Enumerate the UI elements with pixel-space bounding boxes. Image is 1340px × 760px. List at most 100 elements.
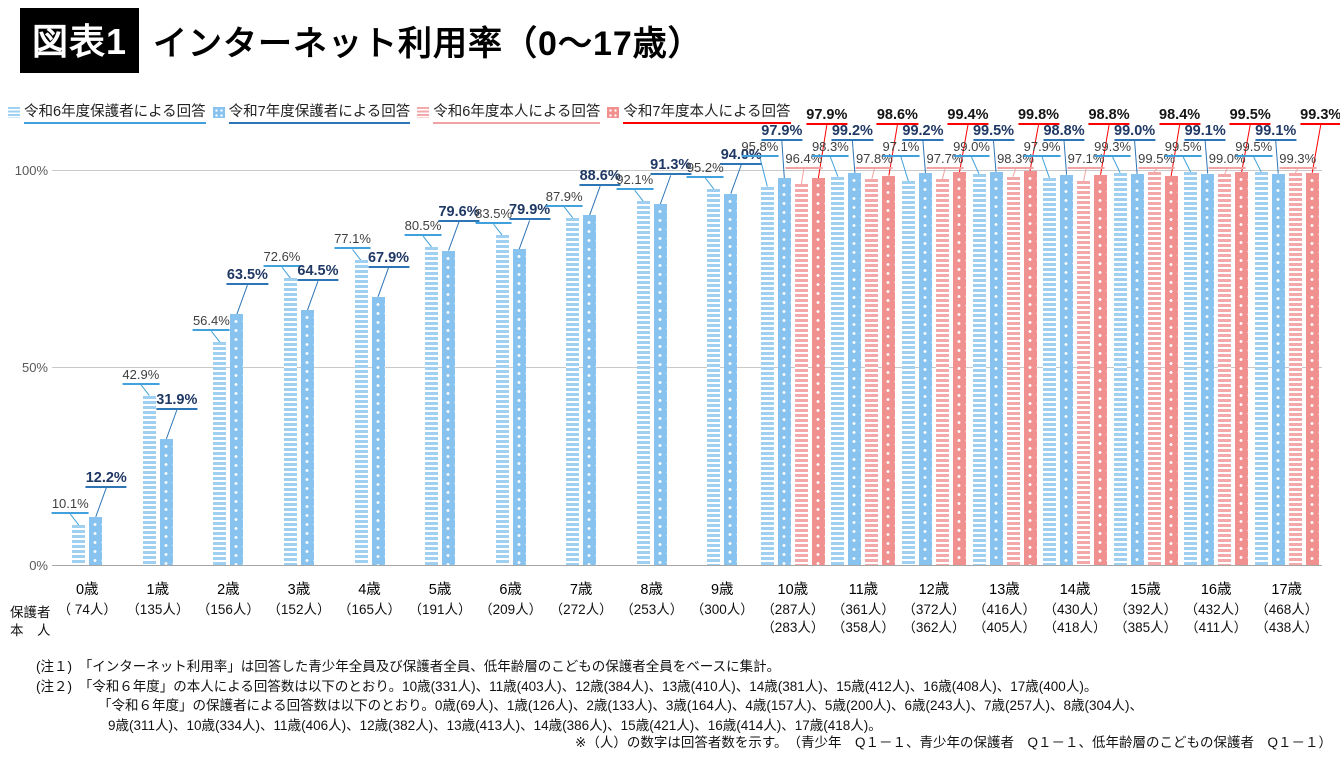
value-label: 97.9% (806, 107, 848, 125)
value-label: 99.3% (1300, 107, 1340, 125)
bar (1077, 181, 1091, 565)
count-self: （438人） (1255, 620, 1319, 635)
bar (777, 178, 791, 565)
age-label: 16歳 (1200, 582, 1232, 598)
count-self: （358人） (831, 620, 895, 635)
dots-swatch-icon (212, 106, 225, 118)
source-note: ※（人）の数字は回答者数を示す。 （青少年 Q１－１、青少年の保護者 Q１－１、… (575, 735, 1332, 750)
age-label: 7歳 (569, 582, 593, 598)
bar (1147, 171, 1161, 565)
bar (159, 439, 173, 565)
bar (760, 186, 774, 565)
value-label: 63.5% (226, 267, 268, 286)
count-self: （362人） (902, 620, 966, 635)
age-label: 1歳 (146, 582, 170, 598)
legend-item-r6-self: 令和6年度本人による回答 (417, 100, 601, 124)
count-guardian: （253人） (620, 602, 684, 617)
bar (811, 178, 825, 565)
age-label: 0歳 (75, 582, 99, 598)
count-guardian: （300人） (690, 602, 754, 617)
value-label: 31.9% (156, 391, 198, 410)
value-label: 79.9% (509, 202, 551, 221)
age-label: 6歳 (499, 582, 522, 598)
bar (230, 314, 244, 565)
value-label: 99.8% (1017, 107, 1060, 125)
stripes-swatch-icon (417, 106, 430, 118)
value-label: 64.5% (297, 263, 339, 282)
bar (865, 178, 879, 565)
bar (495, 235, 509, 565)
note-2: (注２) 「令和６年度」の本人による回答数は以下のとおり。10歳(331人)、1… (36, 678, 1098, 694)
bar (653, 204, 667, 565)
value-label: 98.8% (1088, 107, 1130, 125)
bar (989, 171, 1003, 565)
value-label: 99.4% (947, 107, 989, 125)
bar (442, 250, 456, 565)
age-label: 13歳 (989, 582, 1020, 598)
count-guardian: （156人） (196, 602, 260, 617)
bar (1218, 173, 1232, 565)
age-label: 9歳 (710, 582, 734, 598)
value-label: 97.9% (1023, 140, 1061, 157)
value-label: 99.1% (1255, 123, 1297, 141)
bar (566, 217, 580, 565)
legend-item-r6-guardian: 令和6年度保護者による回答 (8, 100, 206, 124)
count-guardian: （392人） (1114, 602, 1178, 617)
value-label: 98.8% (1043, 123, 1085, 141)
bar (512, 249, 526, 565)
value-label: 99.2% (831, 123, 873, 141)
count-guardian: （468人） (1255, 602, 1319, 617)
bar (213, 342, 227, 565)
age-label: 14歳 (1059, 582, 1091, 598)
value-label: 98.4% (1159, 107, 1201, 125)
value-label: 94.0% (720, 146, 762, 165)
bar (300, 310, 314, 565)
x-axis-line (52, 565, 1322, 566)
note-1: (注１) 「インターネット利用率」は回答した青少年全員及び保護者全員、低年齢層の… (36, 659, 781, 674)
legend-label: 令和7年度本人による回答 (623, 100, 791, 124)
bar (1023, 170, 1037, 565)
value-label: 95.8% (741, 140, 779, 157)
legend-label: 令和7年度保護者による回答 (228, 100, 411, 124)
row-header-self: 本 人 (10, 623, 51, 638)
value-label: 97.1% (882, 140, 920, 157)
bar (882, 175, 896, 565)
bar (636, 201, 650, 565)
value-label: 79.6% (438, 203, 480, 222)
bar (1006, 176, 1020, 565)
age-label: 10歳 (777, 582, 809, 598)
bar (935, 179, 949, 565)
count-guardian: （135人） (126, 602, 190, 617)
value-label: 99.0% (953, 140, 990, 157)
bar (1271, 173, 1285, 565)
plot-area: 100% 50% 0% 10.1% 12.2% 0歳 （ 74人） 42.9% 31.9%… (15, 108, 1340, 635)
bar (1201, 173, 1215, 565)
age-label: 12歳 (918, 582, 950, 598)
chart-legend: 令和6年度保護者による回答 令和7年度保護者による回答 令和6年度本人による回答… (8, 100, 791, 124)
count-guardian: （430人） (1043, 602, 1107, 617)
bar (283, 278, 297, 565)
y-tick-100: 100% (14, 163, 48, 178)
dots-swatch-icon (607, 106, 620, 118)
bar (72, 525, 86, 565)
value-label: 77.1% (334, 232, 371, 250)
bar (794, 184, 808, 565)
bar (1043, 178, 1057, 565)
value-label: 99.0% (1114, 123, 1156, 141)
value-label: 99.5% (972, 123, 1015, 141)
value-label: 87.9% (545, 189, 583, 207)
count-self: （405人） (972, 620, 1037, 635)
bar (1184, 171, 1198, 565)
bar (972, 173, 986, 565)
bar (1164, 176, 1178, 565)
value-label: 10.1% (51, 497, 89, 515)
bar (1130, 173, 1144, 565)
value-label: 99.5% (1235, 140, 1273, 157)
bar (952, 172, 966, 565)
age-label: 5歳 (428, 582, 452, 598)
count-self: （411人） (1185, 620, 1248, 635)
y-tick-0: 0% (29, 558, 48, 573)
bar (918, 173, 932, 565)
bar (1288, 172, 1302, 565)
count-guardian: （165人） (337, 602, 402, 617)
